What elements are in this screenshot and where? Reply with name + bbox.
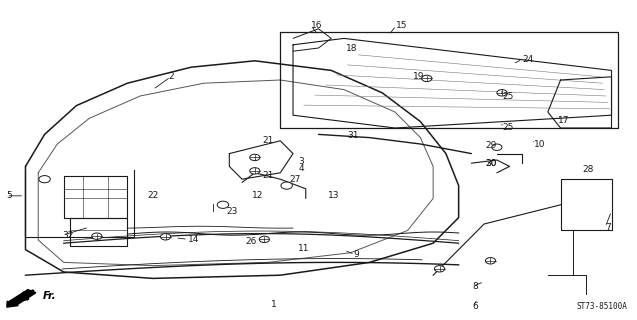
Text: 23: 23 (226, 207, 238, 216)
Text: 17: 17 (558, 116, 569, 125)
Text: 25: 25 (502, 124, 513, 132)
Text: 31: 31 (347, 132, 359, 140)
Text: 12: 12 (252, 191, 263, 200)
Text: 25: 25 (502, 92, 513, 101)
Ellipse shape (492, 144, 502, 150)
Text: 9: 9 (354, 250, 359, 259)
Text: 26: 26 (245, 237, 257, 246)
Text: 3: 3 (298, 157, 304, 166)
Text: Fr.: Fr. (43, 291, 56, 301)
Ellipse shape (161, 234, 171, 240)
Text: 14: 14 (188, 235, 199, 244)
Text: 21: 21 (262, 171, 274, 180)
Text: 15: 15 (396, 21, 408, 30)
Ellipse shape (434, 266, 445, 272)
Ellipse shape (422, 75, 432, 82)
Text: 8: 8 (473, 282, 478, 291)
Text: 27: 27 (290, 175, 301, 184)
Text: 32: 32 (62, 231, 74, 240)
Text: 1: 1 (271, 300, 276, 309)
Text: 7: 7 (605, 223, 611, 232)
Ellipse shape (250, 168, 260, 174)
Text: 13: 13 (328, 191, 340, 200)
Ellipse shape (281, 182, 292, 189)
Ellipse shape (250, 154, 260, 161)
Text: 18: 18 (346, 44, 357, 53)
Text: 4: 4 (298, 164, 304, 173)
Ellipse shape (92, 233, 102, 239)
Text: 5: 5 (6, 191, 12, 200)
Text: 11: 11 (298, 244, 310, 253)
Text: ST73-85100A: ST73-85100A (576, 302, 627, 311)
Text: 29: 29 (485, 141, 497, 150)
Text: 6: 6 (473, 302, 478, 311)
Text: 16: 16 (311, 21, 322, 30)
Text: 19: 19 (413, 72, 424, 81)
Ellipse shape (497, 90, 507, 96)
Text: 28: 28 (583, 165, 594, 174)
Ellipse shape (259, 236, 269, 243)
Text: 21: 21 (262, 136, 274, 145)
Text: 20: 20 (485, 159, 497, 168)
Text: 30: 30 (485, 159, 497, 168)
Ellipse shape (217, 201, 229, 208)
Text: 24: 24 (522, 55, 534, 64)
Text: 10: 10 (534, 140, 545, 149)
Text: 22: 22 (148, 191, 159, 200)
Ellipse shape (485, 258, 496, 264)
Ellipse shape (39, 176, 50, 183)
FancyArrow shape (7, 290, 36, 307)
Text: 2: 2 (169, 72, 175, 81)
